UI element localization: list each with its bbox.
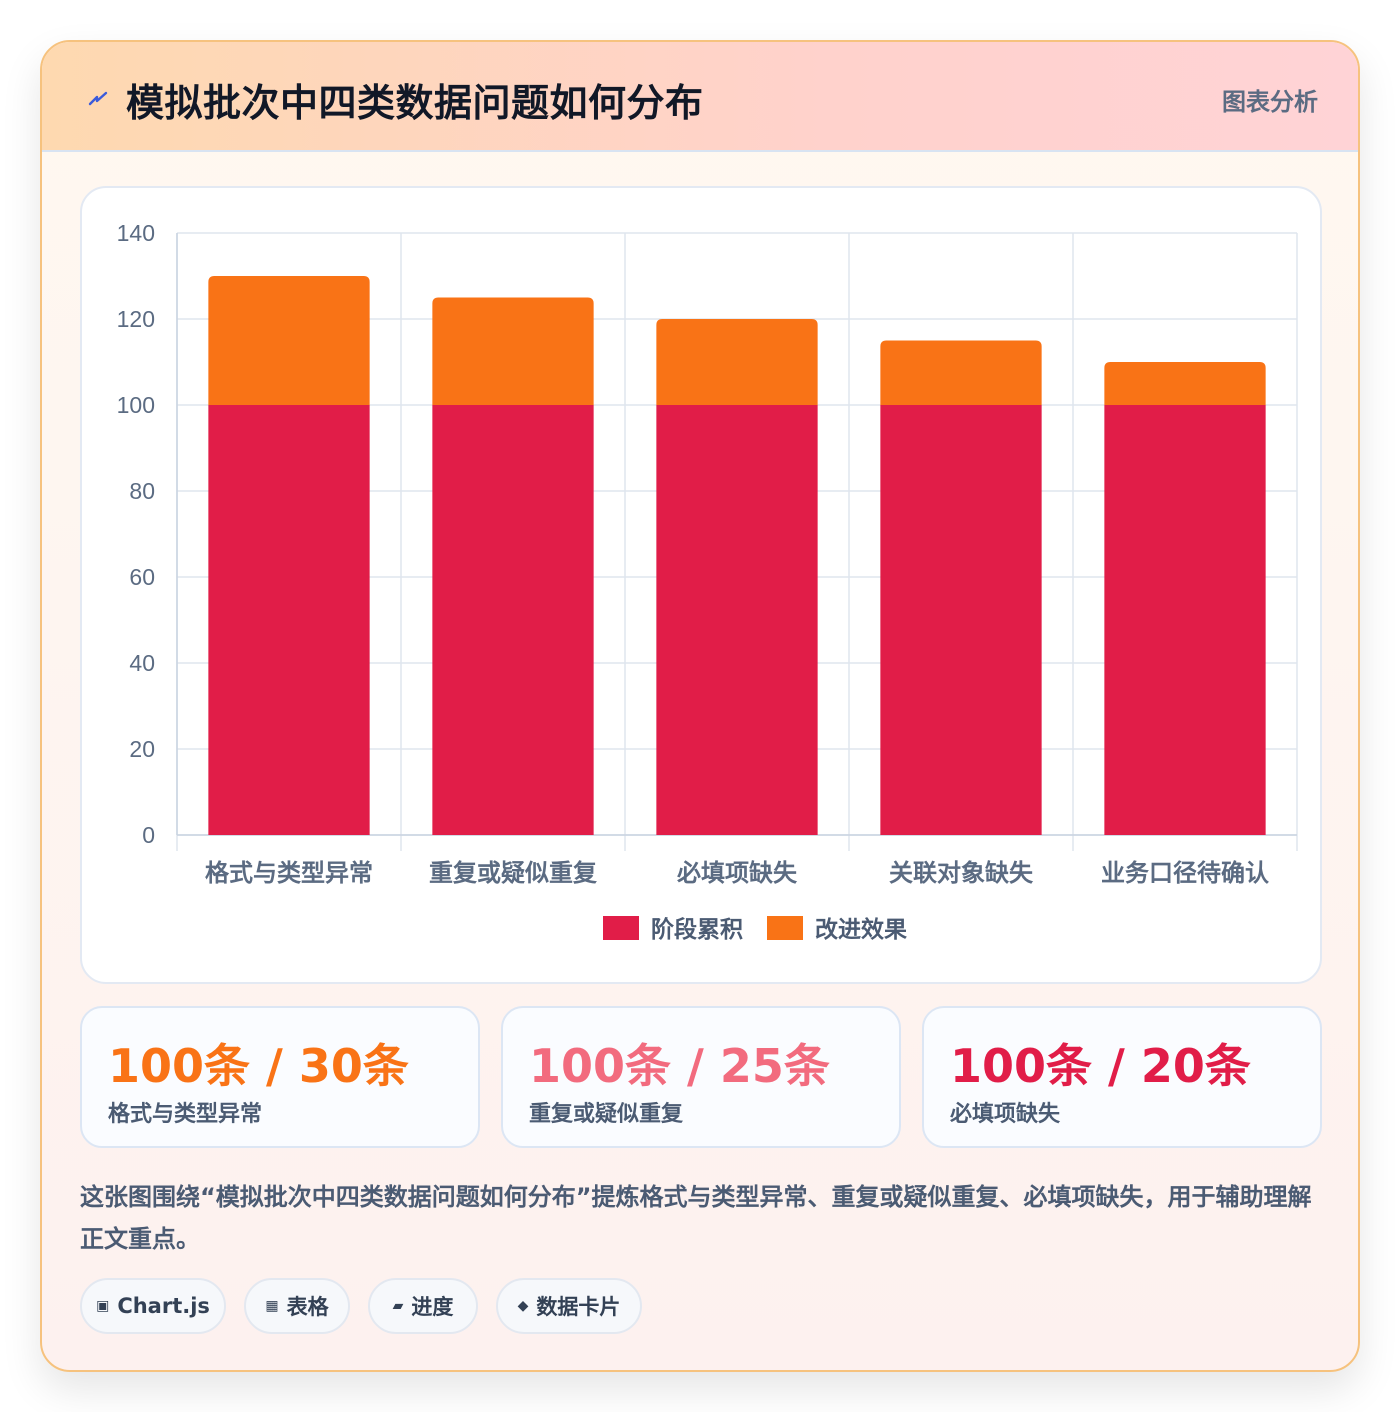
bar-改进效果: [208, 276, 370, 405]
legend-swatch: [767, 916, 803, 940]
chart-card: 模拟批次中四类数据问题如何分布 图表分析 0 20 40 60 80 100 120 140 格…: [40, 40, 1360, 1372]
bar-改进效果: [432, 297, 594, 405]
x-tick-label: 格式与类型异常: [205, 859, 373, 887]
header-tag: 图表分析: [1222, 88, 1318, 116]
card-header: 模拟批次中四类数据问题如何分布 图表分析: [42, 42, 1358, 152]
page-title: 模拟批次中四类数据问题如何分布: [126, 81, 704, 125]
bar-阶段累积: [208, 405, 370, 835]
stacked-bar-chart: 0 20 40 60 80 100 120 140 格式与类型异常 重复或疑似重复 必填项缺失 关联对…: [117, 220, 1298, 943]
chip-table[interactable]: ▦ 表格: [244, 1278, 350, 1334]
stat-card-1: 100条 / 25条 重复或疑似重复: [501, 1006, 901, 1148]
stat-label: 格式与类型异常: [108, 1102, 263, 1127]
y-tick-label: 20: [129, 736, 155, 762]
stat-value: 100条 / 30条: [108, 1039, 409, 1093]
bar-阶段累积: [656, 405, 818, 835]
y-tick-label: 140: [117, 220, 155, 246]
stat-label: 必填项缺失: [950, 1102, 1061, 1127]
legend-swatch: [603, 916, 639, 940]
stat-value: 100条 / 20条: [950, 1039, 1251, 1093]
bar-阶段累积: [1104, 405, 1266, 835]
progress-icon: ▰: [392, 1298, 404, 1314]
bar-阶段累积: [432, 405, 594, 835]
chip-label: 数据卡片: [536, 1295, 621, 1319]
bar-改进效果: [1104, 362, 1266, 405]
x-tick-label: 重复或疑似重复: [429, 859, 598, 887]
y-tick-label: 80: [129, 478, 155, 504]
chart-icon: ▣: [96, 1298, 110, 1314]
card-icon: ◆: [517, 1298, 529, 1314]
stat-value: 100条 / 25条: [529, 1039, 830, 1093]
chip-label: 表格: [286, 1295, 329, 1319]
summary-text: 这张图围绕“模拟批次中四类数据问题如何分布”提炼格式与类型异常、重复或疑似重复、…: [80, 1183, 1312, 1253]
chip-label: Chart.js: [117, 1294, 210, 1318]
chip-chartjs[interactable]: ▣ Chart.js: [80, 1278, 226, 1334]
y-tick-label: 40: [129, 650, 155, 676]
x-tick-label: 关联对象缺失: [889, 859, 1034, 887]
legend-label: 改进效果: [815, 916, 907, 943]
x-tick-label: 必填项缺失: [677, 859, 798, 887]
bar-改进效果: [880, 340, 1042, 405]
stat-label: 重复或疑似重复: [529, 1102, 684, 1127]
y-tick-label: 0: [142, 822, 155, 848]
stat-card-2: 100条 / 20条 必填项缺失: [922, 1006, 1322, 1148]
y-tick-label: 120: [117, 306, 155, 332]
table-icon: ▦: [265, 1298, 279, 1314]
y-tick-label: 100: [117, 392, 155, 418]
stat-card-0: 100条 / 30条 格式与类型异常: [80, 1006, 480, 1148]
chip-data-card[interactable]: ◆ 数据卡片: [496, 1278, 642, 1334]
bar-阶段累积: [880, 405, 1042, 835]
chip-label: 进度: [411, 1295, 454, 1319]
legend-label: 阶段累积: [651, 916, 743, 943]
lightning-icon: [88, 91, 108, 106]
y-tick-label: 60: [129, 564, 155, 590]
chip-progress[interactable]: ▰ 进度: [368, 1278, 478, 1334]
chart-panel: 0 20 40 60 80 100 120 140 格式与类型异常 重复或疑似重复 必填项缺失 关联对…: [80, 186, 1322, 984]
bar-改进效果: [656, 319, 818, 405]
x-tick-label: 业务口径待确认: [1101, 859, 1269, 887]
